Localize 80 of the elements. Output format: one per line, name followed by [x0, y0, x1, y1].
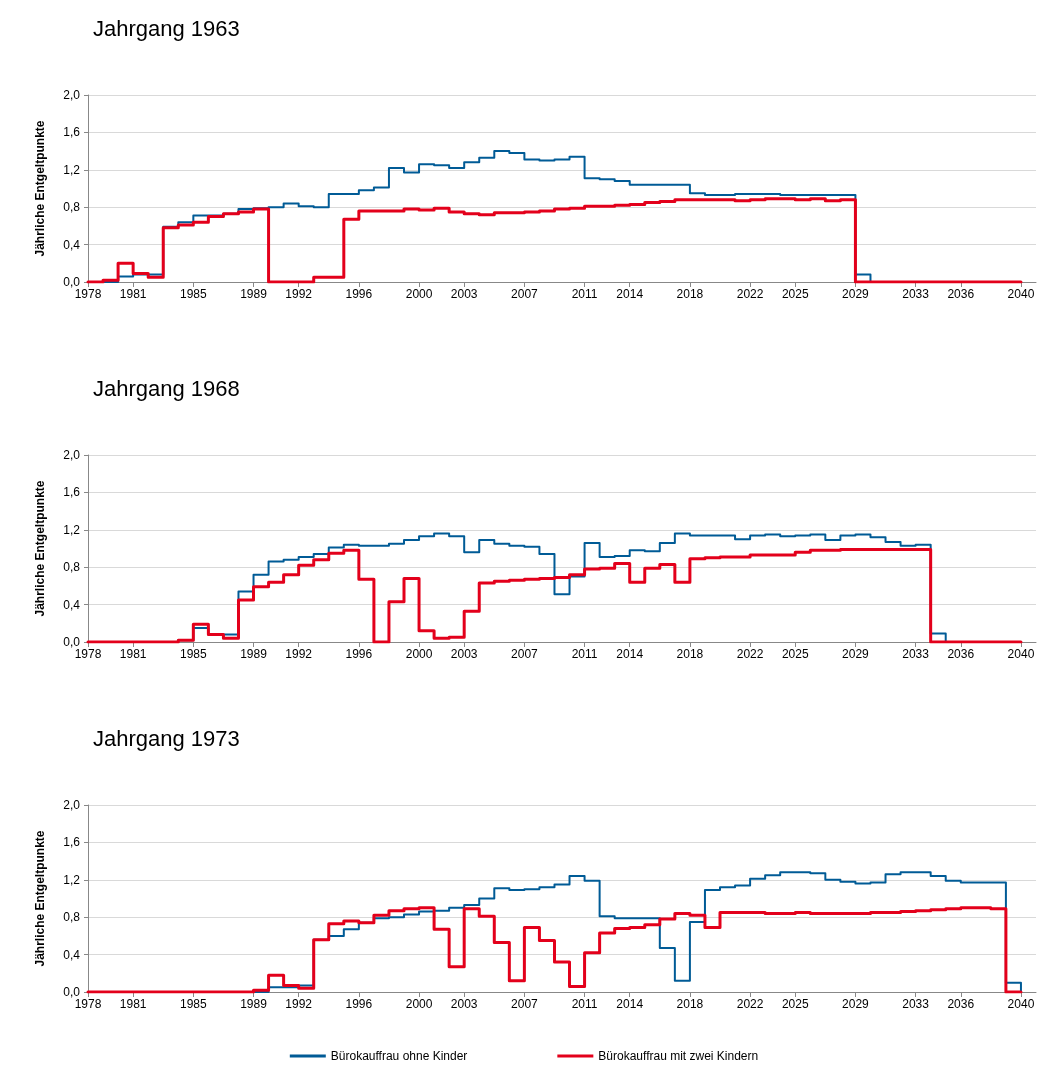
legend-label: Bürokauffrau mit zwei Kindern [598, 1049, 759, 1063]
x-tick-label: 2011 [571, 287, 598, 301]
x-tick-label: 2040 [1007, 997, 1035, 1011]
x-tick-label: 2014 [616, 647, 644, 661]
y-tick-label: 0,4 [63, 237, 81, 252]
x-tick-label: 1981 [119, 287, 147, 301]
x-tick-label: 2033 [902, 287, 930, 301]
x-tick-label: 2007 [511, 997, 539, 1011]
x-tick-label: 1985 [179, 647, 207, 661]
x-tick-label: 1992 [285, 997, 313, 1011]
chart-title: Jahrgang 1973 [93, 725, 240, 751]
y-axis-title: Jährliche Entgeltpunkte [33, 480, 47, 617]
y-axis-title: Jährliche Entgeltpunkte [33, 120, 47, 257]
x-tick-label: 2033 [902, 647, 930, 661]
y-axis-title: Jährliche Entgeltpunkte [33, 830, 47, 967]
x-tick-label: 1996 [345, 287, 373, 301]
x-tick-label: 2007 [511, 647, 539, 661]
y-tick-label: 0,4 [63, 597, 81, 612]
y-tick-label: 1,6 [63, 485, 81, 500]
x-tick-label: 2014 [616, 997, 644, 1011]
x-tick-label: 2029 [842, 997, 870, 1011]
x-tick-label: 1978 [74, 647, 102, 661]
x-tick-label: 2029 [842, 287, 870, 301]
x-tick-label: 1989 [240, 647, 268, 661]
y-tick-label: 0,8 [63, 910, 81, 925]
x-tick-label: 1996 [345, 997, 373, 1011]
x-tick-label: 2022 [736, 287, 764, 301]
y-tick-label: 1,6 [63, 125, 81, 140]
x-tick-label: 1978 [74, 287, 102, 301]
x-tick-label: 2018 [676, 997, 704, 1011]
x-tick-label: 2003 [450, 997, 478, 1011]
x-tick-label: 2040 [1007, 647, 1035, 661]
x-tick-label: 2036 [947, 997, 975, 1011]
x-tick-label: 1992 [285, 287, 313, 301]
x-tick-label: 2018 [676, 647, 704, 661]
x-tick-label: 2036 [947, 287, 975, 301]
y-tick-label: 0,0 [63, 635, 81, 649]
chart-title: Jahrgang 1968 [93, 375, 240, 401]
x-tick-label: 2011 [571, 647, 598, 661]
y-tick-label: 1,6 [63, 835, 81, 850]
y-tick-label: 2,0 [63, 88, 81, 102]
x-tick-label: 2007 [511, 287, 539, 301]
x-tick-label: 2000 [405, 287, 433, 301]
y-tick-label: 0,0 [63, 985, 81, 999]
x-tick-label: 1992 [285, 647, 313, 661]
x-tick-label: 1981 [119, 997, 147, 1011]
x-tick-label: 2029 [842, 647, 870, 661]
y-tick-label: 0,8 [63, 560, 81, 575]
x-tick-label: 2036 [947, 647, 975, 661]
x-tick-label: 1981 [119, 647, 147, 661]
x-tick-label: 2040 [1007, 287, 1035, 301]
x-tick-label: 2000 [405, 647, 433, 661]
x-tick-label: 2025 [781, 997, 809, 1011]
x-tick-label: 2033 [902, 997, 930, 1011]
x-tick-label: 1978 [74, 997, 102, 1011]
x-tick-label: 2025 [781, 647, 809, 661]
y-tick-label: 2,0 [63, 448, 81, 462]
y-tick-label: 1,2 [63, 522, 81, 537]
x-tick-label: 2025 [781, 287, 809, 301]
x-tick-label: 2018 [676, 287, 704, 301]
x-tick-label: 2000 [405, 997, 433, 1011]
x-tick-label: 2014 [616, 287, 644, 301]
y-tick-label: 0,8 [63, 200, 81, 215]
x-tick-label: 1989 [240, 287, 268, 301]
x-tick-label: 2003 [450, 287, 478, 301]
x-tick-label: 1996 [345, 647, 373, 661]
y-tick-label: 0,4 [63, 947, 81, 962]
chart-title: Jahrgang 1963 [93, 15, 240, 41]
y-tick-label: 1,2 [63, 872, 81, 887]
y-tick-label: 1,2 [63, 162, 81, 177]
y-tick-label: 0,0 [63, 275, 81, 289]
x-tick-label: 1989 [240, 997, 268, 1011]
y-tick-label: 2,0 [63, 798, 81, 812]
x-tick-label: 2011 [571, 997, 598, 1011]
x-tick-label: 1985 [179, 287, 207, 301]
x-tick-label: 2022 [736, 997, 764, 1011]
x-tick-label: 2003 [450, 647, 478, 661]
x-tick-label: 2022 [736, 647, 764, 661]
legend-label: Bürokauffrau ohne Kinder [330, 1049, 468, 1063]
x-tick-label: 1985 [179, 997, 207, 1011]
